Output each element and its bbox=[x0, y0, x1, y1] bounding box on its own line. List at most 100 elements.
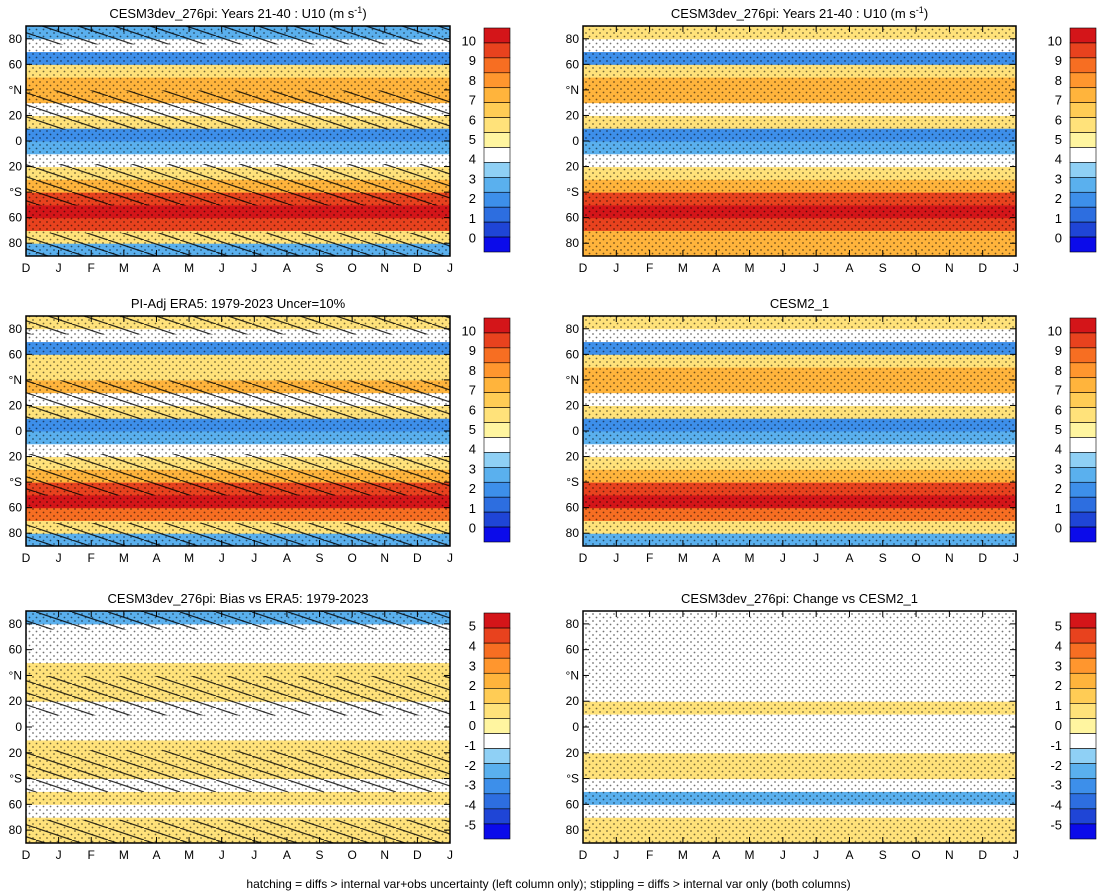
colorbar-swatch bbox=[1069, 162, 1097, 178]
hatching-overlay bbox=[26, 750, 450, 792]
colorbar-label: 9 bbox=[1055, 343, 1062, 358]
colorbar-label: 3 bbox=[1055, 461, 1062, 476]
colorbar-label: 0 bbox=[1055, 718, 1062, 733]
stippling-overlay bbox=[26, 316, 450, 546]
x-tick-label: S bbox=[879, 848, 887, 862]
colorbar-label: 9 bbox=[469, 53, 476, 68]
panel-3: PI-Adj ERA5: 1979-2023 Uncer=10%8060°N20… bbox=[9, 296, 511, 565]
colorbar-swatch bbox=[483, 206, 511, 223]
colorbar-label: 2 bbox=[1055, 678, 1062, 693]
colorbar-swatch bbox=[483, 437, 511, 453]
y-tick-label: 80 bbox=[9, 32, 23, 46]
y-tick-label: 80 bbox=[9, 236, 23, 250]
colorbar-swatch bbox=[483, 377, 511, 393]
colorbar-label: 1 bbox=[469, 211, 476, 226]
y-tick-label: 20 bbox=[9, 746, 23, 760]
colorbar-swatch bbox=[1069, 627, 1097, 644]
y-tick-label: 0 bbox=[15, 720, 22, 734]
colorbar-swatch bbox=[483, 102, 511, 118]
hatching-overlay bbox=[26, 164, 450, 206]
colorbar-swatch bbox=[1069, 703, 1097, 719]
x-tick-label: J bbox=[219, 261, 225, 275]
colorbar-swatch bbox=[1069, 808, 1097, 825]
hatching-overlay bbox=[26, 454, 450, 496]
colorbar-swatch bbox=[1069, 511, 1097, 528]
colorbar-label: 7 bbox=[1055, 93, 1062, 108]
x-tick-label: J bbox=[813, 848, 819, 862]
colorbar-swatch bbox=[483, 392, 511, 408]
y-tick-label: °N bbox=[566, 668, 579, 682]
colorbar-label: 6 bbox=[469, 402, 476, 417]
colorbar-swatch bbox=[1069, 496, 1097, 513]
colorbar-swatch bbox=[1069, 147, 1097, 163]
colorbar-label: 6 bbox=[469, 112, 476, 127]
colorbar-swatch bbox=[1069, 177, 1097, 193]
y-tick-label: 60 bbox=[566, 57, 580, 71]
colorbar-swatch bbox=[483, 467, 511, 483]
hatching-overlay bbox=[26, 675, 450, 716]
colorbar-label: 5 bbox=[1055, 619, 1062, 634]
x-tick-label: D bbox=[579, 261, 588, 275]
colorbar-swatch bbox=[1069, 452, 1097, 468]
colorbar-swatch bbox=[1069, 102, 1097, 118]
colorbar-swatch bbox=[483, 177, 511, 193]
x-tick-label: J bbox=[613, 261, 619, 275]
hatching-overlay bbox=[26, 523, 450, 546]
colorbar-swatch bbox=[1069, 437, 1097, 453]
colorbar-swatch bbox=[1069, 57, 1097, 74]
colorbar-label: 10 bbox=[1048, 323, 1062, 338]
x-tick-label: M bbox=[119, 551, 129, 565]
x-tick-label: D bbox=[579, 551, 588, 565]
figure: CESM3dev_276pi: Years 21-40 : U10 (m s-1… bbox=[9, 5, 1097, 862]
colorbar-swatch bbox=[1069, 642, 1097, 659]
colorbar-swatch bbox=[1069, 347, 1097, 364]
x-tick-label: N bbox=[380, 848, 389, 862]
x-tick-label: J bbox=[56, 261, 62, 275]
panel-title: CESM3dev_276pi: Years 21-40 : U10 (m s-1… bbox=[671, 5, 928, 21]
x-tick-label: J bbox=[251, 551, 257, 565]
y-tick-label: 0 bbox=[572, 424, 579, 438]
colorbar-swatch bbox=[483, 481, 511, 498]
panel-1: CESM3dev_276pi: Years 21-40 : U10 (m s-1… bbox=[9, 5, 511, 275]
colorbar-swatch bbox=[1069, 672, 1097, 689]
colorbar-label: -4 bbox=[1050, 798, 1062, 813]
hatching-overlay bbox=[26, 316, 450, 335]
x-tick-label: J bbox=[251, 261, 257, 275]
colorbar-label: -3 bbox=[464, 778, 476, 793]
colorbar-label: 10 bbox=[1048, 33, 1062, 48]
y-tick-label: °S bbox=[566, 772, 579, 786]
colorbar-swatch bbox=[1069, 117, 1097, 133]
colorbar-label: 0 bbox=[469, 718, 476, 733]
colorbar-label: 6 bbox=[1055, 402, 1062, 417]
y-tick-label: °S bbox=[566, 185, 579, 199]
x-tick-label: O bbox=[347, 848, 356, 862]
y-tick-label: 0 bbox=[15, 424, 22, 438]
x-tick-label: F bbox=[88, 261, 95, 275]
colorbar-swatch bbox=[1069, 362, 1097, 379]
colorbar-swatch bbox=[483, 221, 511, 238]
x-tick-label: D bbox=[22, 261, 31, 275]
colorbar-label: 4 bbox=[1055, 442, 1062, 457]
colorbar-swatch bbox=[483, 332, 511, 349]
colorbar-swatch bbox=[483, 672, 511, 689]
panel-title: CESM2_1 bbox=[770, 296, 829, 311]
y-tick-label: 60 bbox=[9, 211, 23, 225]
x-tick-label: M bbox=[119, 261, 129, 275]
colorbar-swatch bbox=[1069, 823, 1097, 840]
colorbar-swatch bbox=[1069, 657, 1097, 674]
y-tick-label: 20 bbox=[9, 450, 23, 464]
colorbar-swatch bbox=[483, 317, 511, 334]
colorbar-label: 2 bbox=[1055, 481, 1062, 496]
panel-title: PI-Adj ERA5: 1979-2023 Uncer=10% bbox=[131, 296, 346, 311]
colorbar-label: 1 bbox=[1055, 211, 1062, 226]
y-tick-label: °S bbox=[9, 185, 22, 199]
y-tick-label: 80 bbox=[566, 617, 580, 631]
x-tick-label: D bbox=[413, 261, 422, 275]
panel-6: CESM3dev_276pi: Change vs CESM2_1 80 60 °N 2… bbox=[566, 591, 1097, 862]
colorbar-swatch bbox=[483, 657, 511, 674]
colorbar-swatch bbox=[483, 191, 511, 208]
y-tick-label: 20 bbox=[9, 108, 23, 122]
colorbar-swatch bbox=[1069, 733, 1097, 749]
